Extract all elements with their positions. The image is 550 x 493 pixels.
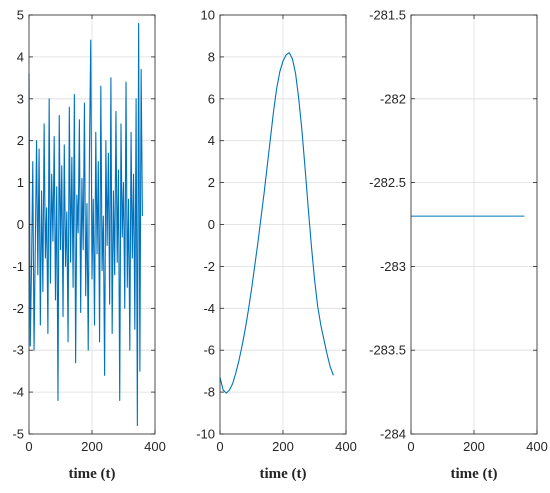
x-tick-label: 200	[272, 439, 294, 454]
y-tick-label: 3	[17, 91, 24, 106]
y-tick-label: -2	[12, 301, 24, 316]
x-tick-label: 0	[407, 439, 414, 454]
x-tick-label: 200	[463, 439, 485, 454]
series-line	[219, 52, 334, 394]
x-tick-label: 0	[25, 439, 32, 454]
y-tick-label: -3	[12, 343, 24, 358]
x-axis-label: time (t)	[450, 466, 497, 482]
x-tick-label: 400	[335, 439, 357, 454]
chart-panel-1: 0 200 400 -5 -4 -3 -2 -1 0 1 2 3 4 5 time (t)	[12, 8, 165, 483]
y-tick-label: 4	[208, 133, 215, 148]
y-tick-label: 10	[201, 8, 215, 23]
y-tick-label: 8	[208, 49, 215, 64]
y-tick-label: 6	[208, 91, 215, 106]
x-tick-label: 200	[81, 439, 103, 454]
y-tick-label: 2	[208, 175, 215, 190]
chart-panel-2: 0 200 400 -10 -8 -6 -4 -2 0 2 4 6 8 10 time (t)	[196, 8, 357, 483]
y-tick-label: -8	[203, 385, 215, 400]
y-tick-label: -4	[203, 301, 215, 316]
y-tick-label: 4	[17, 49, 24, 64]
y-tick-label: -4	[12, 385, 24, 400]
y-tick-label: -283	[380, 259, 406, 274]
y-tick-label: -1	[12, 259, 24, 274]
y-tick-label: -10	[196, 427, 215, 442]
series-line	[28, 22, 143, 427]
y-tick-label: 0	[17, 217, 24, 232]
x-tick-label: 400	[144, 439, 166, 454]
y-tick-label: 0	[208, 217, 215, 232]
y-tick-label: -282.5	[369, 175, 406, 190]
y-tick-label: 2	[17, 133, 24, 148]
x-tick-label: 0	[216, 439, 223, 454]
y-tick-label: -284	[380, 427, 406, 442]
y-tick-label: 1	[17, 175, 24, 190]
chart-panel-3: 0 200 400 -284 -283.5 -283 -282.5 -282 -281.5 tim…	[369, 8, 548, 483]
y-tick-label: -281.5	[369, 8, 406, 23]
y-tick-label: -283.5	[369, 343, 406, 358]
y-tick-label: -6	[203, 343, 215, 358]
x-axis-label: time (t)	[259, 466, 306, 482]
y-tick-label: -2	[203, 259, 215, 274]
y-tick-label: -282	[380, 91, 406, 106]
y-tick-label: -5	[12, 427, 24, 442]
x-axis-label: time (t)	[68, 466, 115, 482]
y-tick-label: 5	[17, 8, 24, 23]
x-tick-label: 400	[526, 439, 548, 454]
